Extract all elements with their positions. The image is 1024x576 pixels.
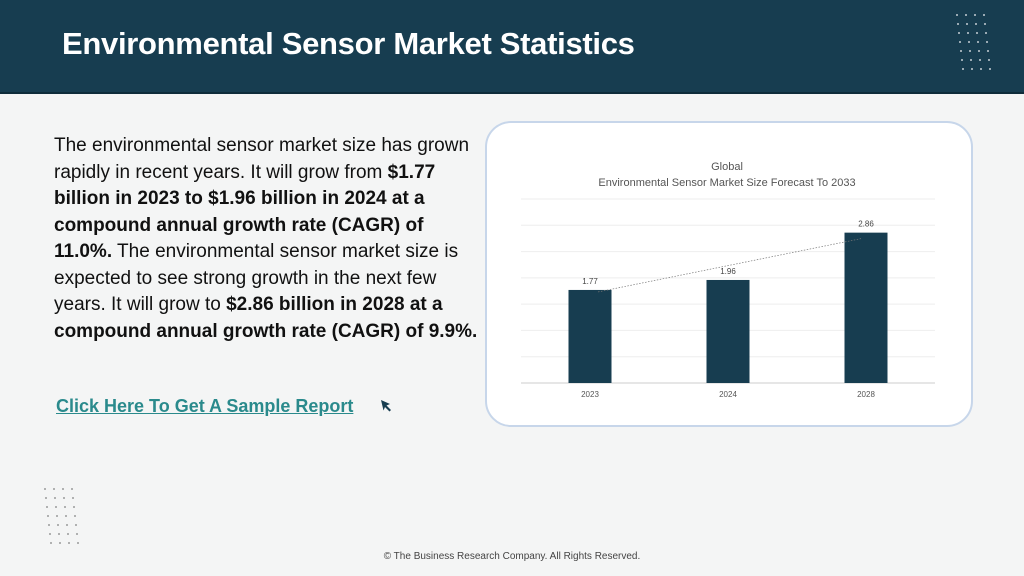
page-title: Environmental Sensor Market Statistics: [62, 26, 635, 61]
chart-title-line2: Environmental Sensor Market Size Forecas…: [598, 177, 855, 189]
data-label-2028: 2.86: [858, 220, 874, 229]
description-part-1: The environmental sensor market size has…: [54, 135, 470, 183]
description-highlight-1: $1.77 billion in 2023 to $1.96 billion i…: [54, 161, 436, 263]
footer-copyright: © The Business Research Company. All Rig…: [383, 551, 641, 562]
description-part-2: The environmental sensor market size is …: [54, 241, 459, 315]
data-label-2024: 1.96: [720, 267, 736, 276]
bar-2024: [706, 279, 750, 383]
x-tick-label-2028: 2028: [857, 390, 875, 399]
chart-title-line1: Global: [711, 161, 743, 173]
sample-report-link[interactable]: Click Here To Get A Sample Report: [56, 396, 354, 416]
chart-bars: 1.77 2023 1.96 2024 2.86 2028: [568, 220, 888, 399]
bar-2028: [844, 232, 888, 383]
market-size-chart: Global Environmental Sensor Market Size …: [521, 161, 935, 399]
description-highlight-2: $2.86 billion in 2028 at a compound annu…: [54, 294, 478, 342]
x-tick-label-2023: 2023: [581, 390, 599, 399]
header-bar: Environmental Sensor Market Statistics: [0, 0, 1024, 94]
x-tick-label-2024: 2024: [719, 390, 737, 399]
market-description: The environmental sensor market size has…: [54, 133, 484, 345]
data-label-2023: 1.77: [582, 277, 598, 286]
chart-card: Global Environmental Sensor Market Size …: [485, 121, 973, 427]
bar-2023: [568, 289, 612, 383]
cursor-arrow-icon: [381, 400, 391, 412]
